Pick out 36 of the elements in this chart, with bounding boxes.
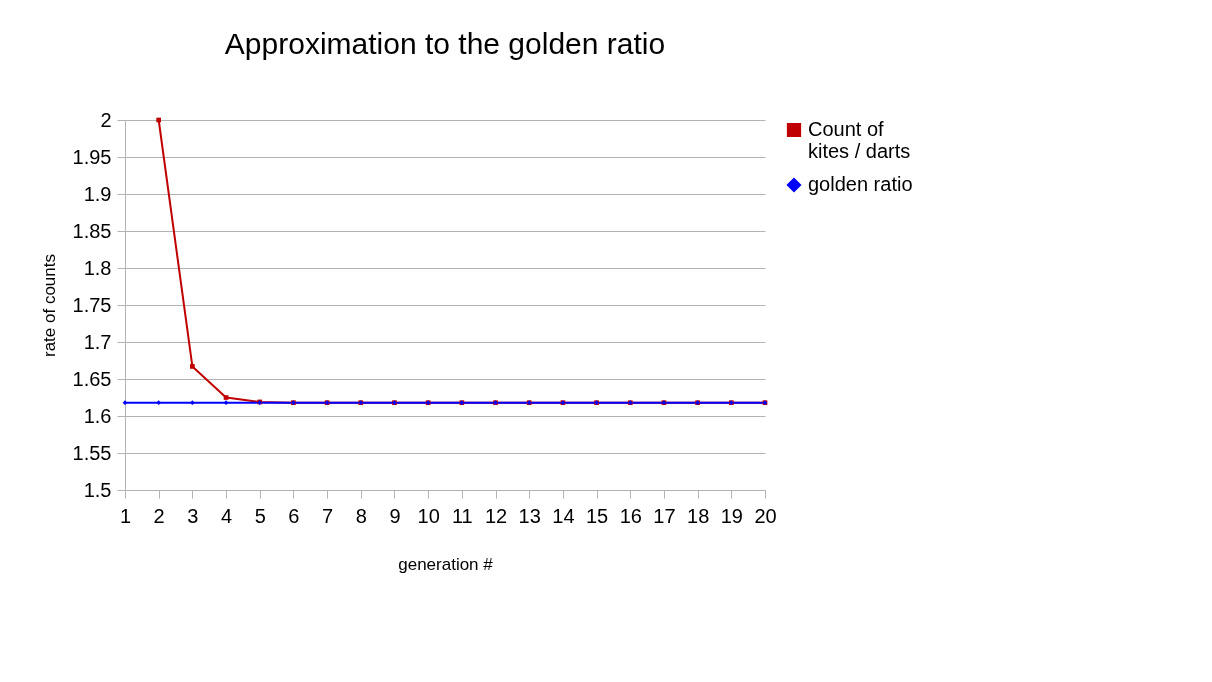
x-tick-label: 2 [153, 504, 165, 527]
x-tick-label: 8 [355, 504, 367, 527]
y-tick-label: 1.65 [72, 367, 112, 390]
legend-label: golden ratio [808, 173, 913, 195]
y-tick-label: 1.95 [72, 145, 112, 168]
y-axis-title: rate of counts [39, 253, 59, 358]
x-tick-label: 14 [552, 504, 575, 527]
x-tick-label: 18 [687, 504, 710, 527]
x-tick-label: 10 [417, 504, 440, 527]
y-tick-label: 1.55 [72, 441, 112, 464]
x-tick-label: 9 [389, 504, 401, 527]
y-tick-label: 1.5 [83, 478, 112, 501]
x-tick-label: 3 [187, 504, 199, 527]
x-tick-label: 5 [254, 504, 266, 527]
x-tick-label: 20 [754, 504, 777, 527]
x-axis-title: generation # [398, 554, 494, 574]
y-tick-label: 1.85 [72, 219, 112, 242]
x-tick-label: 17 [653, 504, 676, 527]
x-tick-label: 19 [720, 504, 743, 527]
legend-label: Count of kites / darts [808, 118, 911, 162]
y-tick-label: 1.7 [83, 330, 112, 353]
chart-title: Approximation to the golden ratio [224, 27, 666, 60]
x-tick-label: 16 [619, 504, 642, 527]
y-tick-label: 2 [100, 108, 112, 131]
y-tick-label: 1.9 [83, 182, 112, 205]
x-tick-label: 4 [220, 504, 233, 527]
x-tick-label: 6 [288, 504, 300, 527]
x-tick-label: 7 [322, 504, 334, 527]
y-tick-label: 1.6 [83, 404, 112, 427]
x-tick-label: 11 [451, 504, 473, 527]
x-tick-label: 15 [585, 504, 609, 527]
y-tick-label: 1.75 [72, 293, 112, 316]
x-tick-label: 12 [484, 504, 508, 527]
x-tick-label: 1 [119, 504, 132, 527]
y-tick-label: 1.8 [83, 256, 112, 279]
x-tick-label: 13 [518, 504, 541, 527]
